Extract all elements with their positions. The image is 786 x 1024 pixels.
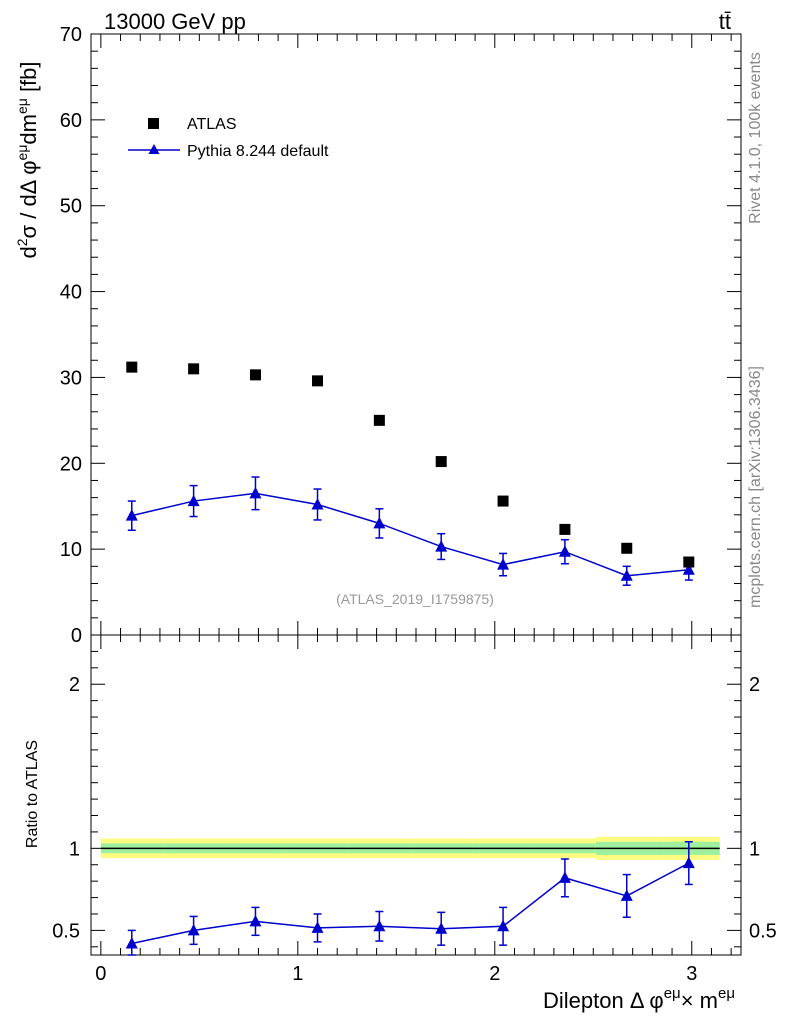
atlas-point bbox=[621, 542, 633, 554]
y-tick-label: 10 bbox=[60, 539, 82, 561]
pythia-point bbox=[435, 540, 448, 552]
legend-pythia-marker bbox=[148, 144, 160, 154]
ratio-point bbox=[620, 889, 633, 901]
ratio-point bbox=[682, 856, 695, 869]
ratio-panel-frame bbox=[90, 634, 742, 956]
atlas-point bbox=[126, 361, 138, 373]
atlas-point bbox=[683, 556, 695, 568]
pythia-point bbox=[682, 563, 695, 575]
y-tick-label: 30 bbox=[60, 367, 82, 389]
ratio-point bbox=[249, 914, 262, 927]
atlas-point bbox=[312, 375, 324, 387]
pythia-point bbox=[187, 494, 200, 507]
energy-label: 13000 GeV pp bbox=[104, 9, 246, 34]
ratio-uncertainty-bands bbox=[100, 836, 720, 860]
legend-atlas-marker bbox=[148, 118, 159, 129]
pythia-series-line bbox=[131, 492, 689, 577]
pythia-point bbox=[311, 497, 324, 510]
atlas-point bbox=[497, 495, 509, 507]
atlas-point bbox=[188, 363, 200, 375]
ratio-series-line bbox=[131, 862, 690, 945]
ratio-y-tick-label-right: 2 bbox=[749, 674, 760, 696]
y-tick-label: 60 bbox=[60, 110, 82, 132]
atlas-point bbox=[559, 523, 571, 535]
ratio-point bbox=[373, 919, 386, 932]
ratio-point bbox=[125, 937, 138, 949]
pythia-point bbox=[558, 545, 571, 557]
x-tick-label: 0 bbox=[95, 963, 106, 985]
x-axis-label: Dilepton Δ φeμ× meμ bbox=[543, 985, 735, 1013]
legend-atlas-label: ATLAS bbox=[187, 116, 237, 133]
y-tick-label: 70 bbox=[60, 24, 82, 46]
y-tick-label: 50 bbox=[60, 196, 82, 218]
top-panel-axes: 0 10 20 30 40 50 60 70 bbox=[60, 24, 742, 647]
ratio-y-tick-label-left: 0.5 bbox=[52, 920, 80, 942]
y-tick-label: 20 bbox=[60, 453, 82, 475]
ratio-y-axis-label: Ratio to ATLAS bbox=[24, 740, 41, 848]
rivet-label: Rivet 4.1.0, 100k events bbox=[747, 52, 764, 224]
y-tick-label: 40 bbox=[60, 282, 82, 304]
pythia-point bbox=[249, 486, 262, 499]
mcplots-label: mcplots.cern.ch [arXiv:1306.3436] bbox=[747, 366, 764, 608]
ratio-y-tick-label-right: 0.5 bbox=[749, 920, 777, 942]
atlas-point bbox=[435, 456, 447, 468]
y-tick-label: 0 bbox=[71, 625, 82, 647]
pythia-point bbox=[125, 509, 138, 521]
legend-pythia-label: Pythia 8.244 default bbox=[187, 143, 329, 160]
atlas-point bbox=[373, 414, 385, 426]
top-panel-marks bbox=[125, 361, 695, 586]
x-tick-label: 3 bbox=[686, 963, 697, 985]
top-y-axis-label: d2σ / dΔ φeμdmeμ [fb] bbox=[14, 61, 41, 258]
ratio-point bbox=[558, 871, 571, 883]
legend: ATLAS Pythia 8.244 default bbox=[128, 116, 329, 160]
pythia-point bbox=[620, 569, 633, 581]
ratio-point bbox=[187, 923, 200, 936]
ratio-panel-marks bbox=[125, 841, 695, 956]
process-label: tt̄ bbox=[719, 9, 731, 34]
ratio-point bbox=[311, 921, 324, 933]
analysis-watermark: (ATLAS_2019_I1759875) bbox=[336, 591, 494, 607]
ratio-point bbox=[497, 919, 510, 932]
ratio-y-tick-label-left: 2 bbox=[69, 674, 80, 696]
ratio-panel-axes: 0 1 2 3 0.5 0.5 1 1 2 2 bbox=[52, 634, 777, 985]
pythia-point bbox=[373, 516, 386, 529]
ratio-y-tick-label-right: 1 bbox=[749, 838, 760, 860]
pythia-point bbox=[497, 558, 510, 570]
x-tick-label: 1 bbox=[292, 963, 303, 985]
atlas-point bbox=[249, 369, 261, 381]
ratio-y-tick-label-left: 1 bbox=[69, 838, 80, 860]
ratio-point bbox=[435, 922, 448, 934]
x-tick-label: 2 bbox=[489, 963, 500, 985]
